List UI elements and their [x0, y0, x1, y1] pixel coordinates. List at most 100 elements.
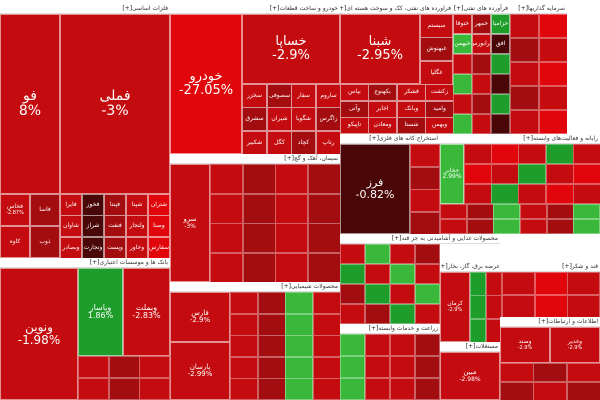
stock-tile[interactable]: [415, 244, 440, 264]
stock-tile[interactable]: مبین -2.98%: [440, 352, 500, 400]
stock-tile[interactable]: تاپیکو: [340, 117, 369, 134]
stock-tile[interactable]: بپاس: [340, 84, 369, 101]
stock-tile[interactable]: [230, 314, 258, 336]
stock-tile[interactable]: [258, 357, 286, 379]
stock-tile[interactable]: ساروم: [316, 84, 340, 108]
stock-tile[interactable]: [573, 204, 600, 219]
stock-tile[interactable]: [518, 164, 546, 184]
stock-tile[interactable]: [410, 212, 440, 234]
stock-tile[interactable]: حخابر 2.99%: [440, 144, 464, 204]
stock-tile[interactable]: [453, 94, 472, 114]
stock-tile[interactable]: [502, 272, 535, 295]
stock-tile[interactable]: خمهر: [472, 14, 491, 34]
stock-tile[interactable]: [486, 272, 502, 296]
stock-tile[interactable]: [510, 86, 539, 110]
stock-tile[interactable]: [230, 335, 258, 357]
stock-tile[interactable]: [313, 292, 340, 314]
stock-tile[interactable]: فاسا: [30, 194, 60, 226]
stock-tile[interactable]: [313, 314, 340, 336]
sector-header[interactable]: سیمان، آهک و گچ[+]: [170, 154, 340, 164]
sector-header[interactable]: بانک ها و موسسات اعتباری[+]: [0, 258, 170, 268]
stock-tile[interactable]: وتجارت: [82, 237, 104, 258]
stock-tile[interactable]: [535, 295, 568, 317]
stock-tile[interactable]: [493, 204, 520, 219]
stock-tile[interactable]: [365, 264, 390, 284]
stock-tile[interactable]: [243, 194, 276, 224]
sector-header[interactable]: محصولات شیمیایی[+]: [170, 282, 340, 292]
expand-toggle[interactable]: [+]: [453, 5, 464, 12]
stock-tile[interactable]: [547, 204, 574, 219]
expand-toggle[interactable]: [+]: [281, 283, 292, 290]
sector-header[interactable]: استخراج کانه های فلزی[+]: [340, 134, 440, 144]
stock-tile[interactable]: [340, 304, 365, 324]
stock-tile[interactable]: [275, 164, 308, 194]
expand-toggle[interactable]: [+]: [391, 235, 402, 242]
stock-tile[interactable]: [258, 378, 286, 400]
stock-tile[interactable]: [390, 264, 415, 284]
expand-toggle[interactable]: [+]: [523, 135, 533, 142]
expand-toggle[interactable]: [+]: [538, 318, 549, 325]
stock-tile[interactable]: [491, 54, 510, 74]
expand-toggle[interactable]: [+]: [269, 5, 280, 12]
stock-tile[interactable]: فرابورس: [472, 34, 491, 54]
stock-tile[interactable]: [533, 382, 567, 400]
stock-tile[interactable]: [313, 335, 340, 357]
stock-tile[interactable]: [78, 378, 109, 400]
stock-tile[interactable]: [390, 284, 415, 304]
stock-tile[interactable]: [210, 223, 243, 253]
stock-tile[interactable]: [313, 378, 340, 400]
sector-header[interactable]: زراعت و خدمات وابسته[+]: [340, 324, 440, 334]
stock-tile[interactable]: [415, 356, 440, 378]
stock-tile[interactable]: شگویا: [291, 107, 316, 131]
stock-tile[interactable]: [109, 378, 140, 400]
stock-tile[interactable]: [390, 378, 415, 400]
stock-tile[interactable]: فملی -3%: [60, 14, 170, 194]
stock-tile[interactable]: [340, 244, 365, 264]
stock-tile[interactable]: [491, 144, 519, 164]
stock-tile[interactable]: وپست: [104, 237, 126, 258]
stock-tile[interactable]: فنفت: [104, 215, 126, 237]
stock-tile[interactable]: [390, 244, 415, 264]
stock-tile[interactable]: [415, 378, 440, 400]
stock-tile[interactable]: [453, 74, 472, 94]
stock-tile[interactable]: فو 8%: [0, 14, 60, 194]
stock-tile[interactable]: [573, 144, 600, 164]
stock-tile[interactable]: [139, 378, 170, 400]
stock-tile[interactable]: خبهمن: [453, 34, 472, 54]
stock-tile[interactable]: [340, 378, 365, 400]
stock-tile[interactable]: [390, 334, 415, 356]
stock-tile[interactable]: شیران: [267, 107, 292, 131]
stock-tile[interactable]: [210, 253, 243, 282]
stock-tile[interactable]: [390, 304, 415, 324]
stock-tile[interactable]: فخوز: [82, 194, 104, 216]
sector-header[interactable]: عرضه برق، گاز، بخار[+]: [440, 262, 502, 272]
stock-tile[interactable]: [230, 378, 258, 400]
stock-tile[interactable]: فپنتا: [104, 194, 126, 216]
stock-tile[interactable]: اخابر: [368, 101, 397, 118]
stock-tile[interactable]: [308, 164, 340, 194]
stock-tile[interactable]: [491, 114, 510, 134]
stock-tile[interactable]: شبنا -2.95%: [340, 14, 420, 84]
stock-tile[interactable]: [520, 219, 547, 234]
stock-tile[interactable]: وبصادر: [60, 237, 82, 258]
stock-tile[interactable]: [470, 295, 486, 319]
stock-tile[interactable]: [491, 74, 510, 94]
stock-tile[interactable]: [390, 356, 415, 378]
stock-tile[interactable]: پارسان -2.99%: [170, 342, 230, 400]
stock-tile[interactable]: [285, 335, 313, 357]
stock-tile[interactable]: [308, 223, 340, 253]
stock-tile[interactable]: ولتجار: [126, 215, 148, 237]
stock-tile[interactable]: افق: [491, 34, 510, 54]
stock-tile[interactable]: [510, 14, 539, 38]
stock-tile[interactable]: وبملت -2.83%: [123, 268, 170, 356]
stock-tile[interactable]: [493, 219, 520, 234]
stock-tile[interactable]: [230, 357, 258, 379]
stock-tile[interactable]: [365, 334, 390, 356]
stock-tile[interactable]: [243, 223, 276, 253]
stock-tile[interactable]: [415, 284, 440, 304]
stock-tile[interactable]: ذوب: [30, 226, 60, 258]
stock-tile[interactable]: [365, 244, 390, 264]
stock-tile[interactable]: [567, 382, 600, 400]
stock-tile[interactable]: [313, 357, 340, 379]
stock-tile[interactable]: [510, 62, 539, 86]
